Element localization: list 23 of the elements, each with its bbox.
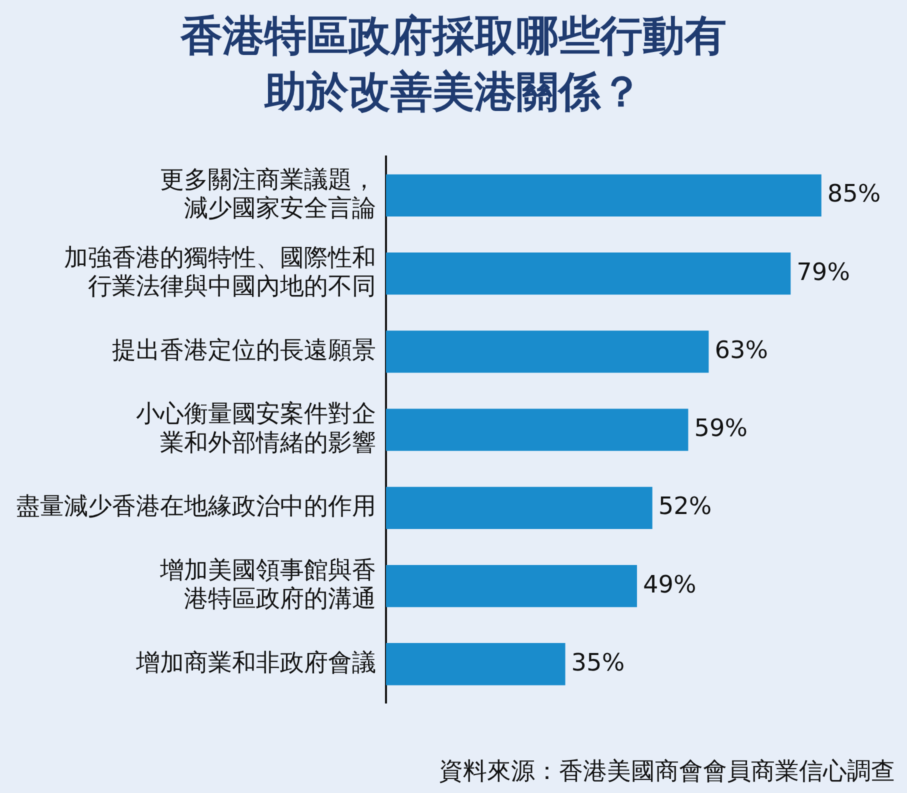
y-tick-label: 增加商業和非政府會議 xyxy=(135,648,376,676)
data-label: 59% xyxy=(694,414,748,442)
data-label: 35% xyxy=(571,648,625,676)
bar xyxy=(386,330,709,373)
data-label: 49% xyxy=(642,570,696,598)
bar xyxy=(386,564,637,608)
y-tick-label: 增加美國領事館與香港特區政府的溝通 xyxy=(159,556,376,613)
source-note: 資料來源：香港美國商會會員商業信心調查 xyxy=(439,756,895,787)
data-label: 85% xyxy=(827,180,881,208)
bar xyxy=(386,408,688,451)
bar xyxy=(386,252,791,295)
bar xyxy=(386,486,652,530)
bar xyxy=(386,174,822,217)
bar xyxy=(386,643,566,686)
data-label: 63% xyxy=(714,336,768,364)
data-label: 79% xyxy=(796,258,850,286)
y-tick-label: 小心衡量國安案件對企業和外部情緒的影響 xyxy=(136,400,376,456)
data-label: 52% xyxy=(658,492,712,520)
y-tick-label: 提出香港定位的長遠願景 xyxy=(112,336,376,364)
chart-title: 香港特區政府採取哪些行動有助於改善美港關係？ xyxy=(179,10,728,118)
y-tick-label: 加強香港的獨特性、國際性和行業法律與中國內地的不同 xyxy=(64,243,376,300)
y-tick-label: 更多關注商業議題，減少國家安全言論 xyxy=(160,165,376,222)
y-tick-label: 盡量減少香港在地緣政治中的作用 xyxy=(16,492,376,520)
